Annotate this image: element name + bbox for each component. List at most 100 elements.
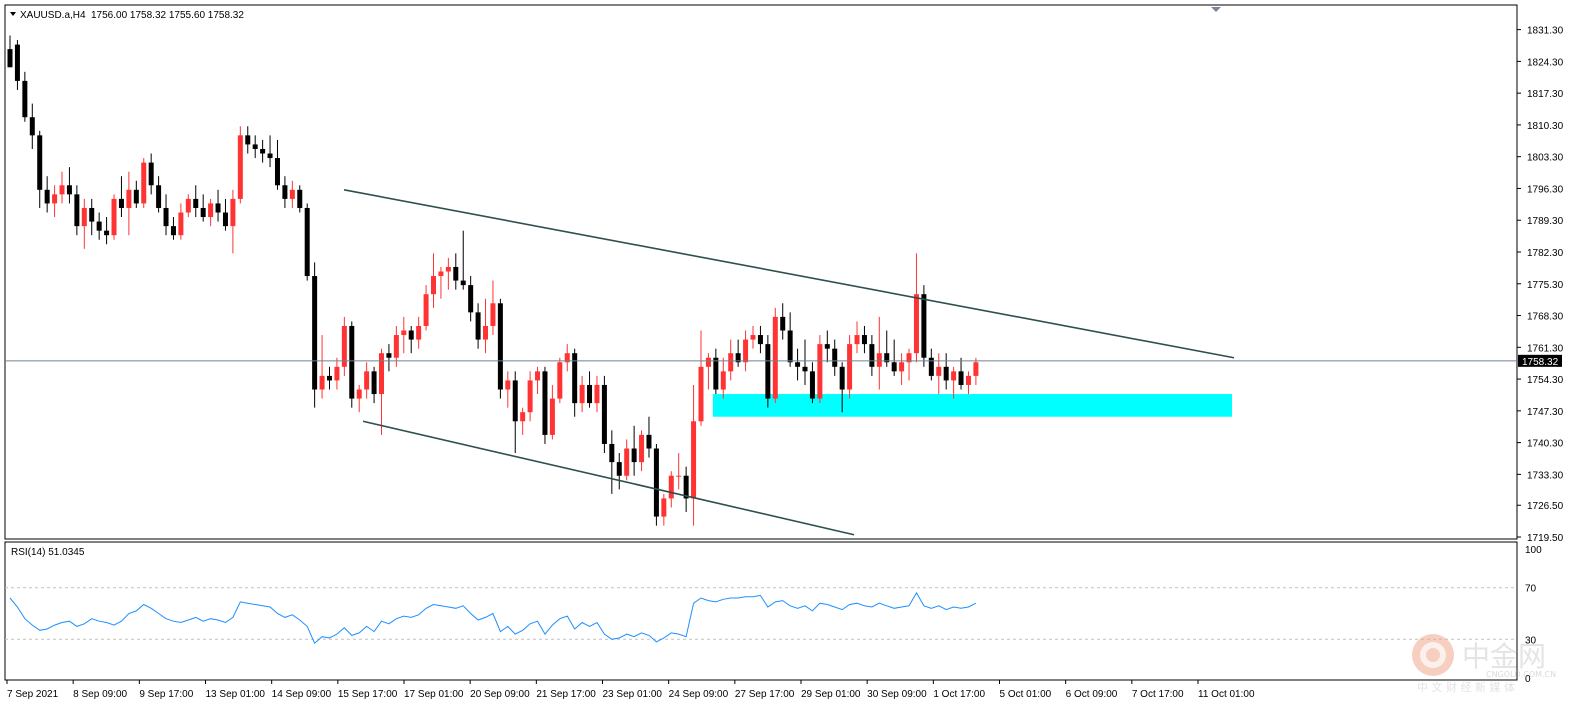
- candle: [282, 176, 288, 208]
- candle-body: [639, 434, 645, 463]
- time-tick-label: 30 Sep 09:00: [867, 689, 927, 700]
- price-pane[interactable]: [4, 4, 1518, 540]
- price-tick-label: 1726.50: [1527, 501, 1564, 512]
- rsi-pane[interactable]: [4, 541, 1518, 681]
- candle-body: [713, 357, 719, 390]
- candle: [631, 425, 637, 476]
- candle-body: [483, 325, 489, 340]
- candle-body: [52, 194, 58, 204]
- candle: [379, 348, 384, 435]
- candle-body: [683, 475, 689, 499]
- candle-body: [37, 135, 43, 190]
- price-tick-label: 1789.30: [1527, 216, 1564, 227]
- price-tick-label: 1796.30: [1527, 184, 1564, 195]
- trendline[interactable]: [343, 189, 1235, 359]
- candle: [148, 153, 154, 195]
- candle-body: [609, 443, 615, 463]
- price-axis: 1831.30 1824.30 1817.30 1810.30 1803.30 1796.…: [1516, 5, 1564, 544]
- price-tick-label: 1824.30: [1527, 57, 1564, 68]
- candle-body: [170, 226, 176, 236]
- candle: [557, 357, 563, 404]
- trendline[interactable]: [362, 420, 855, 536]
- time-tick-label: 27 Sep 17:00: [735, 689, 795, 700]
- candle-body: [416, 325, 422, 340]
- candle-body: [59, 185, 65, 195]
- watermark-domain: CNGOLD.COM.CN: [1486, 670, 1556, 679]
- candle-body: [847, 344, 853, 390]
- time-tick-label: 7 Sep 2021: [7, 689, 59, 700]
- current-price-layer: 1758.32: [5, 354, 1562, 368]
- time-tick-label: 24 Sep 09:00: [669, 689, 729, 700]
- candle: [453, 253, 459, 290]
- price-tick-label: 1803.30: [1527, 153, 1564, 164]
- candle-body: [408, 330, 414, 340]
- candle-body: [505, 380, 511, 390]
- candle: [587, 371, 593, 408]
- candle-body: [965, 375, 971, 385]
- candle-body: [490, 303, 496, 326]
- candle-body: [438, 271, 444, 277]
- candle: [847, 335, 853, 399]
- candles: [7, 35, 979, 526]
- candle: [22, 71, 28, 122]
- price-tick-label: 1810.30: [1527, 121, 1564, 132]
- candle: [497, 298, 503, 399]
- candle: [59, 171, 65, 204]
- dropdown-arrow-icon[interactable]: [10, 12, 16, 16]
- candle-body: [891, 362, 897, 372]
- candle-body: [884, 353, 890, 363]
- rsi-level-label: 100: [1525, 545, 1542, 556]
- candle: [653, 443, 659, 526]
- candle: [757, 325, 763, 354]
- candle: [178, 203, 184, 240]
- shift-marker-icon[interactable]: [1211, 7, 1221, 12]
- candle-body: [646, 434, 652, 449]
- watermark-slogan: 中 文 财 经 新 媒 体: [1417, 680, 1515, 694]
- candle: [252, 135, 258, 159]
- candle-body: [104, 230, 110, 236]
- candle-body: [668, 475, 674, 499]
- price-tick-label: 1761.30: [1527, 343, 1564, 354]
- candle-body: [297, 189, 303, 208]
- candle: [230, 189, 236, 254]
- candle: [483, 298, 489, 354]
- price-tick-label: 1747.30: [1527, 407, 1564, 418]
- price-tick-label: 1733.30: [1527, 470, 1564, 481]
- candle-body: [445, 266, 451, 272]
- candle-body: [379, 353, 384, 395]
- candle-body: [594, 384, 600, 404]
- candle-body: [839, 366, 845, 390]
- candle: [304, 203, 310, 281]
- candle: [809, 362, 815, 404]
- candle: [89, 198, 95, 236]
- candle: [609, 430, 615, 494]
- candle-body: [743, 339, 749, 363]
- candle-body: [111, 198, 117, 236]
- candle: [891, 339, 897, 376]
- price-tick-label: 1817.30: [1527, 89, 1564, 100]
- time-tick-label: 1 Oct 17:00: [933, 689, 985, 700]
- candle: [936, 353, 942, 395]
- candle-body: [460, 280, 466, 286]
- candle-body: [936, 366, 942, 376]
- candle-body: [772, 316, 778, 399]
- candle-body: [185, 198, 191, 213]
- candle: [958, 357, 964, 390]
- candle: [527, 371, 533, 422]
- candle: [193, 185, 199, 218]
- candle: [601, 375, 607, 454]
- candle: [156, 176, 162, 213]
- time-tick-label: 7 Oct 17:00: [1132, 689, 1184, 700]
- support-zone[interactable]: [712, 394, 1232, 417]
- candle: [765, 335, 771, 408]
- candle: [133, 180, 139, 208]
- candle-body: [22, 80, 28, 118]
- candle: [393, 325, 399, 367]
- candle-body: [282, 185, 288, 199]
- candle: [245, 126, 251, 154]
- candle-body: [341, 325, 347, 367]
- candle: [96, 212, 102, 240]
- candle: [118, 176, 124, 218]
- candle-body: [921, 294, 927, 358]
- candle-body: [587, 384, 593, 404]
